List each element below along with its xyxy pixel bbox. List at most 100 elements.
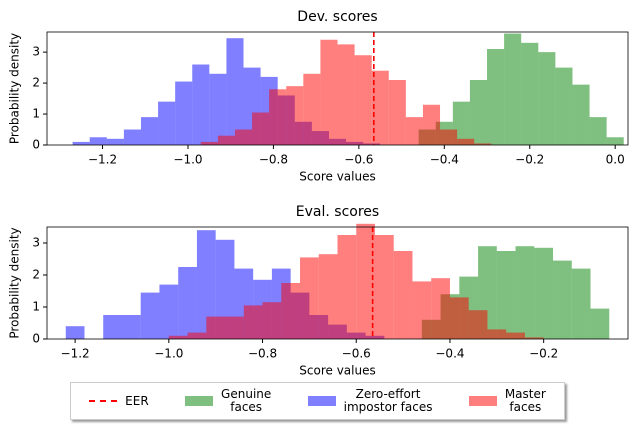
x-tick-label: −1.2 — [88, 153, 117, 167]
histogram-bar — [504, 33, 522, 146]
histogram-bar — [217, 135, 235, 145]
x-tick-label: −0.6 — [344, 153, 373, 167]
x-tick-label: −0.4 — [430, 153, 459, 167]
legend-item: EER — [89, 393, 149, 408]
legend-label: Master faces — [504, 387, 546, 414]
histogram-bar — [515, 246, 535, 339]
histogram-bar — [371, 70, 389, 145]
legend-swatch — [89, 400, 118, 402]
histogram-bar — [356, 223, 375, 339]
histogram-bar — [474, 143, 492, 145]
y-tick-label: 3 — [32, 236, 40, 250]
histogram-bar — [405, 117, 423, 145]
chart-title: Dev. scores — [297, 9, 377, 25]
histogram-bar — [303, 73, 321, 145]
histogram-bar — [140, 117, 159, 145]
histogram-bar — [318, 254, 338, 339]
histogram-bar — [252, 112, 270, 145]
x-tick-label: −1.2 — [61, 347, 90, 361]
histogram-bar — [175, 81, 193, 145]
histogram-bar — [468, 310, 488, 339]
histogram-bar — [521, 42, 539, 145]
histogram-bar — [65, 326, 85, 339]
histogram-bar — [469, 79, 488, 145]
y-tick-label: 2 — [32, 76, 40, 90]
y-tick-label: 3 — [32, 45, 40, 59]
histogram-bar — [534, 247, 554, 339]
histogram-bar — [159, 284, 179, 339]
histogram-bar — [158, 101, 176, 145]
legend-label: Genuine faces — [221, 387, 272, 414]
histogram-bar — [200, 141, 218, 145]
histogram-bar — [571, 268, 591, 339]
legend-item: Zero-effort impostor faces — [307, 387, 433, 414]
x-tick-label: −0.6 — [342, 347, 371, 361]
histogram-bar — [178, 267, 197, 339]
histogram-bar — [440, 129, 458, 145]
histogram-bar — [234, 129, 253, 145]
histogram-bar — [187, 332, 207, 339]
y-axis-label: Probability density — [8, 227, 22, 338]
histogram-bar — [412, 281, 432, 339]
x-tick-label: −0.8 — [248, 347, 277, 361]
histogram-bar — [123, 129, 141, 145]
x-tick-label: −1.0 — [173, 153, 202, 167]
histogram-bar — [487, 49, 505, 145]
y-tick-label: 1 — [32, 300, 40, 314]
histogram-bar — [538, 52, 556, 145]
histogram-bar — [487, 329, 507, 339]
legend-label: EER — [125, 393, 149, 408]
histogram-bar — [354, 55, 372, 145]
histogram-bar — [209, 73, 227, 145]
histogram-bar — [286, 86, 304, 145]
histogram-bar — [449, 297, 469, 339]
histogram-bar — [496, 251, 516, 339]
histogram-bar — [320, 39, 338, 145]
histogram-bar — [269, 89, 287, 145]
histogram-bar — [300, 257, 319, 339]
x-tick-label: −0.4 — [435, 347, 464, 361]
histogram-bar — [431, 278, 450, 339]
histogram-bar — [215, 239, 235, 339]
x-tick-label: −0.2 — [515, 153, 544, 167]
legend-swatch — [307, 396, 336, 406]
x-axis-label: Score values — [299, 364, 375, 378]
histogram-bar — [422, 104, 441, 145]
legend-item: Master faces — [468, 387, 546, 414]
histogram-bar — [457, 138, 475, 145]
legend-swatch — [185, 396, 214, 406]
x-tick-label: −0.2 — [529, 347, 558, 361]
y-tick-label: 0 — [32, 332, 40, 346]
histogram-bar — [606, 137, 624, 145]
histogram-bar — [374, 235, 394, 339]
histogram-bar — [168, 335, 188, 339]
histogram-bar — [121, 315, 141, 339]
histogram-bar — [524, 337, 544, 339]
legend-item: Genuine faces — [185, 388, 271, 414]
histogram-bar — [106, 138, 124, 145]
histogram-bar — [553, 260, 572, 339]
x-tick-label: −1.0 — [154, 347, 183, 361]
histogram-bar — [281, 283, 301, 339]
histogram-bar — [589, 117, 607, 145]
histogram-bar — [89, 137, 107, 145]
axes-frame — [46, 226, 629, 340]
histogram-bar — [72, 141, 90, 145]
legend-label: Zero-effort impostor faces — [343, 387, 433, 414]
figure: −1.2 −1.0 −0.8 −0.6 −0.4 −0.2 0.0 0 1 2 3 Dev. scor… — [8, 9, 629, 378]
histogram-bar — [337, 44, 355, 145]
histogram-bar — [572, 84, 590, 145]
histogram-bar — [262, 302, 282, 339]
histogram-bar — [225, 316, 244, 339]
histogram-bar — [388, 79, 406, 145]
legend-swatch — [468, 396, 497, 406]
chart-title: Eval. scores — [296, 204, 379, 220]
histogram-bar — [506, 332, 525, 339]
axes-frame — [46, 31, 629, 146]
histogram-bar — [206, 316, 226, 339]
y-axis-label: Probability density — [8, 33, 22, 144]
histogram-bar — [192, 64, 210, 145]
histogram-bar — [140, 292, 160, 339]
histogram-bar — [196, 230, 216, 339]
